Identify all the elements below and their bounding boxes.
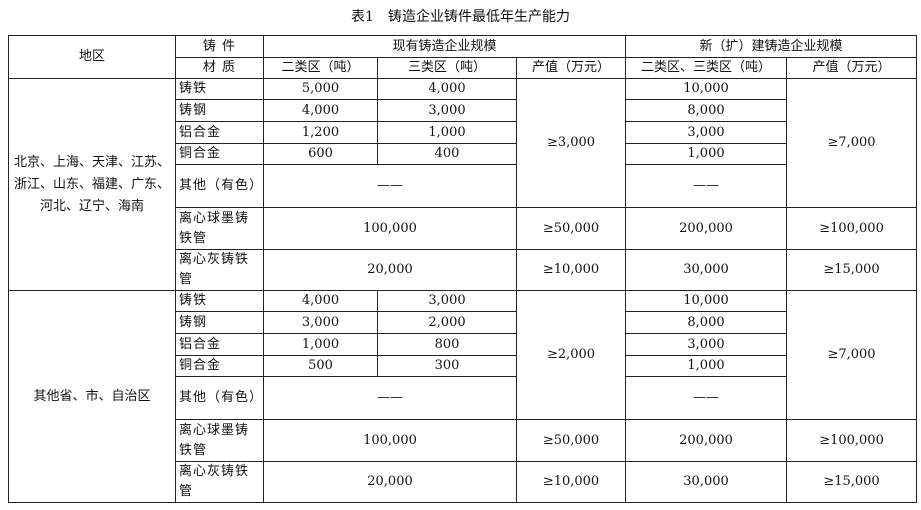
material-cell: 离心灰铸铁管 [175,249,264,291]
header-output: 产值（万元） [515,57,627,79]
pipe-output-cell: ≥10,000 [515,461,627,503]
class2-cell: 5,000 [263,78,378,100]
new-capacity-cell: 1,000 [625,143,788,165]
new-capacity-cell: —— [625,376,788,420]
pipe-output-cell: ≥10,000 [515,249,627,291]
pipe-capacity-cell: 100,000 [263,207,517,250]
pipe-new-output-cell: ≥15,000 [786,461,918,503]
pipe-new-output-cell: ≥15,000 [786,249,918,291]
class2-cell: 4,000 [263,290,378,312]
material-cell: 铸钢 [175,311,264,334]
new-capacity-cell: 10,000 [625,290,788,312]
header-new: 新（扩）建铸造企业规模 [625,35,918,58]
output-existing-cell: ≥2,000 [515,290,627,420]
header-material-2: 材 质 [175,57,264,79]
merged-value-cell: —— [263,164,517,208]
class3-cell: 800 [377,333,517,356]
new-capacity-cell: —— [625,164,788,208]
pipe-capacity-cell: 20,000 [263,461,517,503]
material-cell: 其他（有色） [175,164,264,208]
new-capacity-cell: 8,000 [625,99,788,122]
region-cell: 北京、上海、天津、江苏、浙江、山东、福建、广东、河北、辽宁、海南 [8,78,176,291]
class2-cell: 1,200 [263,121,378,144]
pipe-new-capacity-cell: 200,000 [625,419,788,462]
table-row: 其他（有色） —— —— [9,376,917,420]
class3-cell: 2,000 [377,311,517,334]
material-cell: 铸铁 [175,290,264,312]
table-row: 铜合金 500 300 1,000 [9,355,917,377]
material-cell: 铜合金 [175,143,264,165]
region-cell: 其他省、市、自治区 [8,290,176,503]
class3-cell: 3,000 [377,99,517,122]
class2-cell: 500 [263,355,378,377]
header-existing: 现有铸造企业规模 [262,35,627,58]
pipe-output-cell: ≥50,000 [515,419,627,462]
pipe-capacity-cell: 100,000 [263,419,517,462]
output-new-cell: ≥7,000 [786,290,918,420]
header-region: 地区 [8,35,176,79]
pipe-new-output-cell: ≥100,000 [786,207,918,250]
material-cell: 其他（有色） [175,376,264,420]
class2-cell: 1,000 [263,333,378,356]
pipe-output-cell: ≥50,000 [515,207,627,250]
output-existing-cell: ≥3,000 [515,78,627,208]
material-cell: 离心灰铸铁管 [175,461,264,503]
table-title: 表1 铸造企业铸件最低年生产能力 [351,9,570,25]
casting-capacity-table: 地区 铸 件 现有铸造企业规模 新（扩）建铸造企业规模 材 质 二类区（吨） 三… [8,35,918,503]
pipe-new-output-cell: ≥100,000 [786,419,918,462]
new-capacity-cell: 3,000 [625,333,788,356]
new-capacity-cell: 3,000 [625,121,788,144]
class3-cell: 300 [377,355,517,377]
table-row: 离心球墨铸铁管 100,000 ≥50,000 200,000 ≥100,000 [9,419,918,462]
new-capacity-cell: 10,000 [625,78,788,100]
class2-cell: 4,000 [263,99,378,122]
table-row: 其他省、市、自治区 铸铁 4,000 3,000 ≥2,000 10,000 ≥7,000 [8,290,918,503]
header-material-1: 铸 件 [175,35,264,58]
material-cell: 铝合金 [175,333,264,356]
table-row: 北京、上海、天津、江苏、浙江、山东、福建、广东、河北、辽宁、海南 铸铁 5,000 4… [8,78,918,291]
pipe-new-capacity-cell: 30,000 [625,461,788,503]
class3-cell: 4,000 [377,78,517,100]
header-class2: 二类区（吨） [263,57,378,79]
pipe-capacity-cell: 20,000 [263,249,517,291]
class3-cell: 1,000 [377,121,517,144]
header-class3: 三类区（吨） [377,57,517,79]
material-cell: 离心球墨铸铁管 [175,419,264,462]
table-row: 离心灰铸铁管 20,000 ≥10,000 30,000 ≥15,000 [9,461,918,503]
merged-value-cell: —— [263,376,517,420]
pipe-new-capacity-cell: 30,000 [625,249,788,291]
table-row: 其他（有色） —— —— [9,164,917,208]
material-cell: 铸钢 [175,99,264,122]
table-row: 铜合金 600 400 1,000 [9,143,917,165]
table-row: 离心球墨铸铁管 100,000 ≥50,000 200,000 ≥100,000 [9,207,918,250]
class3-cell: 3,000 [377,290,517,312]
class3-cell: 400 [377,143,517,165]
material-cell: 离心球墨铸铁管 [175,207,264,250]
table-row: 铸钢 3,000 2,000 8,000 [9,311,917,334]
material-cell: 铸铁 [175,78,264,100]
class2-cell: 600 [263,143,378,165]
header-new-output: 产值（万元） [786,57,918,79]
material-cell: 铝合金 [175,121,264,144]
material-cell: 铜合金 [175,355,264,377]
table-row: 离心灰铸铁管 20,000 ≥10,000 30,000 ≥15,000 [9,249,918,291]
header-new-class23: 二类区、三类区（吨） [625,57,788,79]
new-capacity-cell: 1,000 [625,355,788,377]
class2-cell: 3,000 [263,311,378,334]
output-new-cell: ≥7,000 [786,78,918,208]
pipe-new-capacity-cell: 200,000 [625,207,788,250]
new-capacity-cell: 8,000 [625,311,788,334]
